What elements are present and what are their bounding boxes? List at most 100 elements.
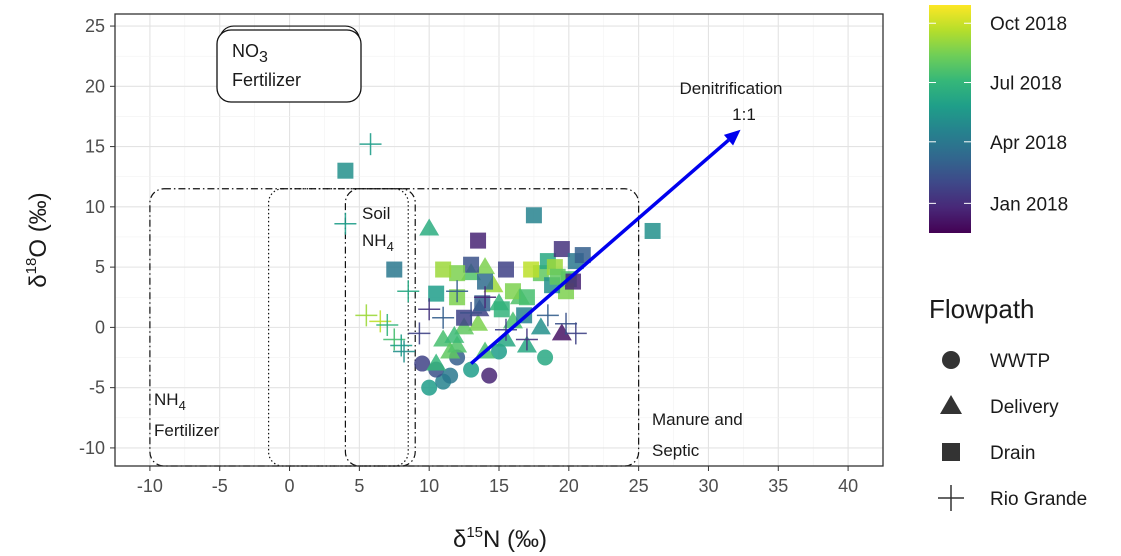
colorbar-label: Jul 2018 [990, 74, 1062, 95]
x-tick-label: 15 [489, 476, 509, 496]
nitrate-fertilizer-label: NO3 [232, 41, 268, 66]
y-tick-label: 5 [95, 257, 105, 277]
manure-septic-label: Manure and [652, 410, 743, 429]
rio-grande-point [397, 280, 420, 303]
nitrate-fertilizer-box [216, 29, 362, 103]
wwtp-point [463, 361, 480, 378]
delivery-point [444, 325, 465, 343]
legend-item-label: WWTP [990, 351, 1050, 372]
x-tick-label: 35 [768, 476, 788, 496]
x-tick-label: 0 [285, 476, 295, 496]
rio-grande-point [460, 301, 483, 324]
rio-grande-point [418, 298, 441, 321]
y-tick-label: 20 [85, 76, 105, 96]
rio-grande-point [494, 318, 517, 341]
y-tick-label: -10 [79, 438, 105, 458]
rio-grande-point [564, 322, 587, 345]
y-tick-label: 0 [95, 317, 105, 337]
drain-point [470, 232, 487, 249]
legend-square-key [942, 443, 960, 461]
wwtp-point [442, 367, 459, 384]
drain-point [463, 256, 480, 273]
x-tick-label: 30 [698, 476, 718, 496]
drain-point [523, 261, 540, 278]
legend-circle-key [942, 351, 960, 369]
y-tick-label: -5 [89, 378, 105, 398]
axes: -10 -5 0 5 10 15 20 25 30 35 40 -10 -5 0 5 10 15 20 25 δ15N… [23, 13, 884, 553]
drain-point [525, 207, 542, 224]
region-annotations: NO3 Fertilizer Soil NH4 NH4 Fertilizer Manure … [154, 29, 783, 460]
colorbar-label: Oct 2018 [990, 14, 1067, 35]
drain-point [553, 241, 570, 258]
rio-grande-point [393, 340, 416, 363]
y-axis-title: δ18O (‰) [23, 192, 52, 287]
drain-point [456, 309, 473, 326]
legend-item-label: Drain [990, 443, 1035, 464]
x-tick-label: 20 [559, 476, 579, 496]
rio-grande-point [555, 312, 578, 335]
drain-point [386, 261, 403, 278]
nh4-fertilizer-label-2: Fertilizer [154, 421, 220, 440]
drain-point [574, 247, 591, 264]
legend-title: Flowpath [929, 294, 1035, 324]
rio-grande-point [408, 322, 431, 345]
legend-item-label: Delivery [990, 397, 1059, 418]
nh4-fertilizer-label: NH4 [154, 390, 186, 413]
y-tick-label: 10 [85, 197, 105, 217]
denitrification-arrow [469, 129, 741, 365]
soil-nh4-label: Soil [362, 204, 390, 223]
nitrate-fertilizer-label-2: Fertilizer [232, 70, 301, 90]
drain-point [644, 222, 661, 239]
delivery-point [551, 323, 572, 341]
drain-point [337, 162, 354, 179]
drain-point [474, 295, 491, 312]
drain-point [449, 265, 466, 282]
wwtp-point [414, 355, 431, 372]
delivery-point [475, 257, 496, 275]
rio-grande-point [390, 334, 413, 357]
x-tick-label: 5 [354, 476, 364, 496]
legend-cross-key [938, 485, 964, 511]
colorbar-gradient [929, 5, 971, 233]
arrow-head [723, 129, 741, 146]
rio-grande-point [376, 313, 399, 336]
drain-point [504, 283, 521, 300]
colorbar-label: Jan 2018 [990, 194, 1068, 215]
drain-point [428, 285, 445, 302]
colorbar-label: Apr 2018 [990, 133, 1067, 154]
y-tick-label: 25 [85, 16, 105, 36]
x-axis-title: δ15N (‰) [453, 524, 547, 553]
drain-point [435, 261, 452, 278]
drain-point [549, 268, 566, 285]
wwtp-point [491, 343, 507, 360]
legend-triangle-key [940, 395, 962, 414]
x-tick-label: -10 [137, 476, 163, 496]
delivery-point [454, 317, 475, 335]
wwtp-point [481, 367, 498, 384]
x-tick-label: 40 [838, 476, 858, 496]
delivery-point [468, 313, 489, 331]
rio-grande-point [515, 328, 538, 351]
date-colorbar: Oct 2018 Jul 2018 Apr 2018 Jan 2018 [929, 5, 1068, 233]
manure-septic-label-2: Septic [652, 441, 700, 460]
drain-point [497, 261, 514, 278]
delivery-point [530, 317, 551, 335]
denitrification-label: Denitrification [680, 79, 783, 98]
rio-grande-point [474, 286, 497, 309]
rio-grande-point [359, 133, 382, 156]
x-tick-label: -5 [212, 476, 228, 496]
rio-grande-point [355, 304, 378, 327]
rio-grande-point [334, 212, 357, 235]
rio-grande-point [446, 280, 469, 303]
region-manure_septic [344, 188, 640, 467]
drain-point [518, 289, 535, 306]
arrow-shaft [469, 138, 730, 365]
flowpath-legend: Flowpath WWTP Delivery Drain Rio Grande [929, 294, 1087, 511]
denitrification-ratio-label: 1:1 [732, 105, 756, 124]
drain-point [493, 301, 510, 318]
delivery-point [419, 218, 440, 236]
drain-point [477, 273, 494, 290]
wwtp-point [537, 349, 554, 366]
delivery-point [426, 353, 447, 371]
